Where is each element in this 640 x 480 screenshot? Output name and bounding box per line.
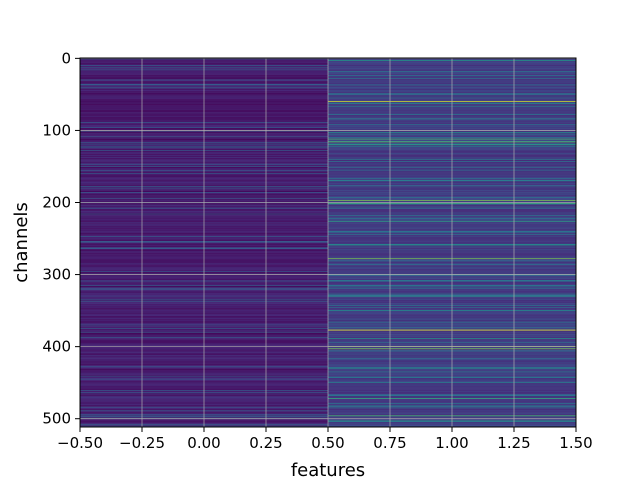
x-tick-label: −0.25 [119,434,165,452]
y-axis-ticks: 0 100 200 300 400 500 [42,49,80,428]
x-tick-label: 1.50 [559,434,592,452]
x-tick-label: 1.00 [435,434,468,452]
x-tick-label: 0.00 [187,434,220,452]
x-tick-label: 0.75 [373,434,406,452]
y-tick-label: 300 [42,266,71,284]
y-tick-label: 0 [61,49,71,67]
x-tick-label: −0.50 [57,434,103,452]
y-axis-label: channels [11,202,32,283]
x-axis-label: features [291,460,365,480]
y-tick-label: 400 [42,338,71,356]
x-axis-ticks: −0.50 −0.25 0.00 0.25 0.50 0.75 1.00 1.25 1.50 [57,427,593,452]
y-tick-label: 500 [42,410,71,428]
x-tick-label: 0.25 [249,434,282,452]
y-tick-label: 200 [42,194,71,212]
x-tick-label: 0.50 [311,434,344,452]
x-tick-label: 1.25 [497,434,530,452]
y-tick-label: 100 [42,121,71,139]
